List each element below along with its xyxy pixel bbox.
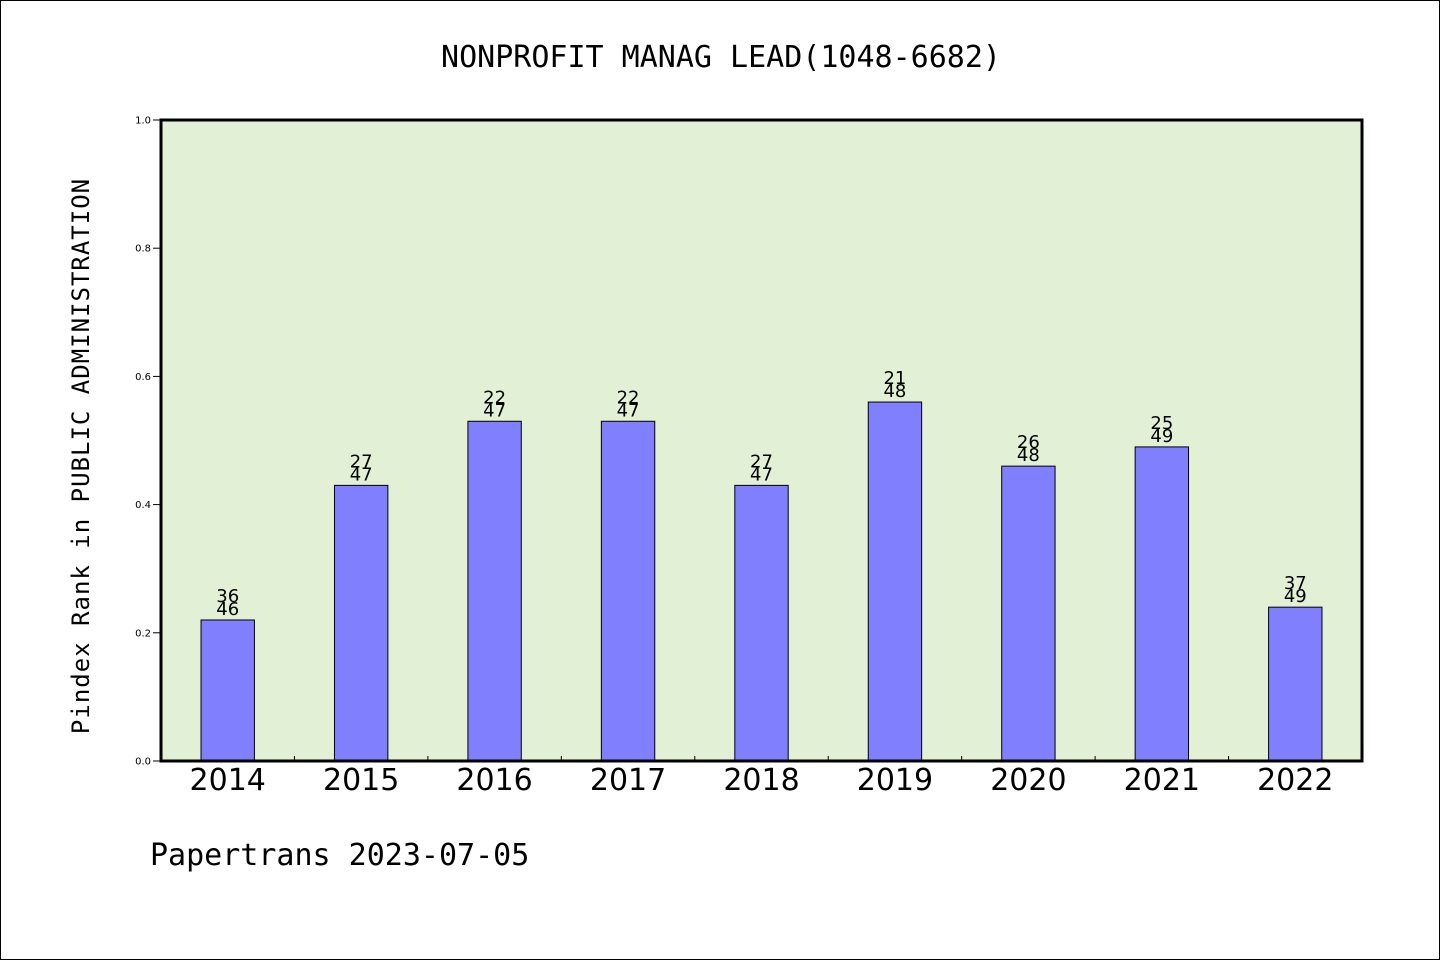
bar-label-top-2015: 27 [350,451,373,472]
x-tick-label-2021: 2021 [1124,763,1200,798]
y-tick-label: 0.8 [135,244,151,255]
chart-title: NONPROFIT MANAG LEAD(1048-6682) [441,40,1001,75]
bar-2014 [200,619,255,762]
bar-2018 [734,484,789,762]
bar-2015 [333,484,389,762]
bar-label-bottom-2022: 49 [1284,586,1307,607]
bar-label-bottom-2021: 49 [1150,426,1173,447]
x-tick-label-2014: 2014 [190,763,266,798]
bar-label-bottom-2020: 48 [1017,445,1040,466]
bar-2017 [600,420,656,762]
y-axis-label: Pindex Rank in PUBLIC ADMINISTRATION [67,178,95,734]
y-tick-label: 1.0 [135,116,151,127]
x-tick-label-2017: 2017 [590,763,666,798]
bar-label-bottom-2019: 48 [883,381,906,402]
y-tick-label: 0.2 [135,628,151,639]
ticks-layer: 2014 2015 2016 2017 2018 2019 2020 2021 2022 0.0 0… [135,116,1333,799]
bar-label-top-2018: 27 [750,451,773,472]
bar-2020 [1001,465,1056,762]
bar-label-top-2019: 21 [883,368,906,389]
bar-label-top-2014: 36 [216,586,239,607]
x-tick-label-2015: 2015 [323,763,399,798]
footer-credit: Papertrans 2023-07-05 [150,838,529,873]
bar-2022 [1268,606,1323,762]
bar-label-top-2022: 37 [1284,573,1307,594]
x-tick-label-2020: 2020 [990,763,1066,798]
plot-border [159,118,1364,763]
bar-label-top-2021: 25 [1150,413,1173,434]
y-tick-label: 0.6 [135,372,151,383]
bar-label-top-2020: 26 [1017,432,1040,453]
bar-label-bottom-2015: 47 [350,464,373,485]
x-tick-label-2019: 2019 [857,763,933,798]
bar-label-top-2016: 22 [483,387,506,408]
bar-label-bottom-2017: 47 [617,400,640,421]
bar-label-top-2017: 22 [617,387,640,408]
bar-label-bottom-2014: 46 [216,599,239,620]
y-tick-label: 0.4 [135,500,151,511]
y-tick-label: 0.0 [135,757,151,768]
bar-label-bottom-2018: 47 [750,464,773,485]
bar-2016 [467,420,522,762]
bar-2021 [1134,446,1190,762]
x-tick-label-2022: 2022 [1257,763,1333,798]
x-tick-label-2018: 2018 [723,763,799,798]
x-tick-label-2016: 2016 [456,763,532,798]
bar-2019 [867,401,923,762]
bar-label-bottom-2016: 47 [483,400,506,421]
